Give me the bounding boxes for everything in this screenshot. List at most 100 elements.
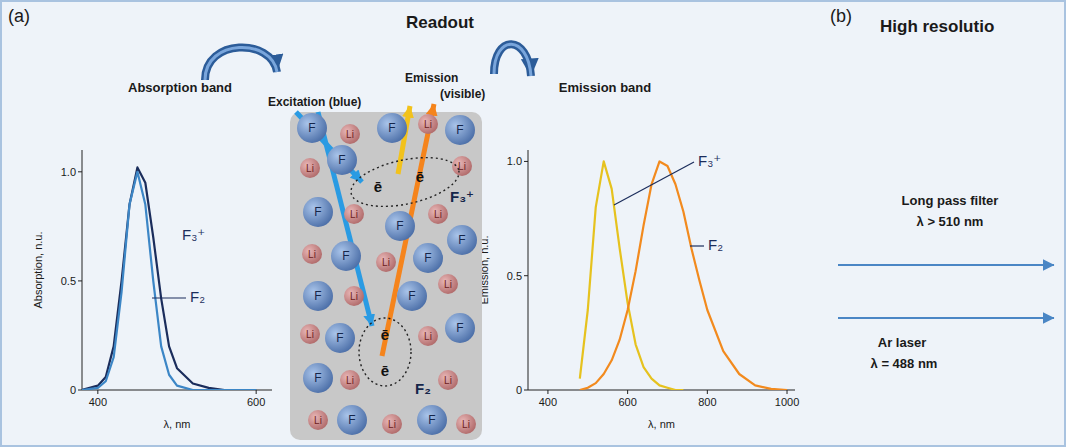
- y-tick-label: 0.5: [61, 275, 76, 287]
- x-tick: [707, 390, 708, 394]
- atom: [325, 323, 355, 353]
- atom-label: Li: [458, 161, 466, 172]
- emission-label: (visible): [440, 87, 485, 101]
- atom: [300, 324, 320, 344]
- atom: [413, 243, 443, 273]
- atom: [438, 370, 458, 390]
- atom: [418, 326, 438, 346]
- x-tick-label: 400: [539, 396, 557, 408]
- atom-label: F: [408, 289, 415, 303]
- atom-label: F: [388, 121, 395, 135]
- atom-label: F: [456, 321, 463, 335]
- atom: [327, 145, 357, 175]
- electron: ē: [381, 326, 389, 343]
- atom-label: Li: [444, 375, 452, 386]
- x-tick: [787, 390, 788, 394]
- x-tick: [97, 390, 98, 394]
- y-tick-label: 1.0: [507, 155, 522, 167]
- atom-label: Li: [424, 119, 432, 130]
- atom: [303, 363, 333, 393]
- x-tick-label: 800: [698, 396, 716, 408]
- series-line: [580, 161, 787, 390]
- atom: [303, 197, 333, 227]
- x-tick: [547, 390, 548, 394]
- x-axis-title: λ, nm: [164, 418, 191, 430]
- flow-arrow: [205, 47, 277, 80]
- atom-label: Li: [346, 375, 354, 386]
- y-tick: [78, 171, 82, 172]
- crystal: [290, 112, 482, 440]
- atom-label: Li: [350, 291, 358, 302]
- x-tick-label: 600: [247, 396, 265, 408]
- leader-line: [614, 162, 694, 205]
- atom: [340, 370, 360, 390]
- electron: ē: [416, 168, 424, 185]
- atom: [447, 225, 477, 255]
- excitation-label: Excitation (blue): [268, 95, 361, 109]
- atom: [377, 113, 407, 143]
- y-tick-label: 0.5: [507, 270, 522, 282]
- filter-label: λ > 510 nm: [917, 214, 984, 229]
- atom-label: F: [396, 219, 403, 233]
- atom-label: Li: [306, 329, 314, 340]
- background: [1, 1, 1065, 446]
- atom: [337, 405, 367, 435]
- atom-label: F: [342, 249, 349, 263]
- atom: [297, 113, 327, 143]
- y-tick: [524, 390, 528, 391]
- atom: [417, 405, 447, 435]
- series-line: [82, 172, 256, 390]
- y-tick: [524, 275, 528, 276]
- laser-label: Ar laser: [878, 335, 926, 350]
- series-label: F₂: [190, 288, 205, 305]
- atom-label: Li: [350, 209, 358, 220]
- atom-label: Li: [444, 279, 452, 290]
- chart: Absorption band40060000.51.0λ, nmAbsorpt…: [32, 80, 272, 430]
- electron: ē: [374, 178, 382, 195]
- f2-center: [359, 318, 411, 386]
- panel-title: High resolutio: [880, 17, 994, 36]
- y-tick: [78, 280, 82, 281]
- series-label: F₂: [708, 236, 723, 253]
- series-label: F₃⁺: [698, 152, 721, 169]
- atom: [308, 410, 328, 430]
- atom-label: Li: [306, 163, 314, 174]
- plot-area: [82, 167, 256, 390]
- lattice-diagram: FLiFLiFLiFLiFLiFLiFLiFLiFFLiFLiLiFLiFFLi…: [290, 104, 482, 440]
- center-label: F₃⁺: [450, 188, 474, 205]
- atom-label: F: [336, 331, 343, 345]
- x-tick-label: 400: [89, 396, 107, 408]
- chart: Emission band400600800100000.51.0λ, nmEm…: [478, 80, 799, 430]
- y-tick: [524, 161, 528, 162]
- atom: [376, 252, 396, 272]
- y-tick: [78, 390, 82, 391]
- atom-label: Li: [346, 129, 354, 140]
- atom: [300, 158, 320, 178]
- atom: [302, 244, 322, 264]
- center-label: F₂: [415, 380, 431, 397]
- panel-label: (a): [8, 6, 30, 26]
- atom-label: F: [456, 123, 463, 137]
- leader-line: [152, 297, 186, 298]
- atom-label: F: [308, 121, 315, 135]
- series-line: [82, 167, 256, 390]
- atom: [397, 281, 427, 311]
- atom: [456, 414, 476, 434]
- plot-area: [580, 161, 787, 390]
- atom: [340, 124, 360, 144]
- atom-label: F: [314, 289, 321, 303]
- beam: [838, 264, 1054, 266]
- atom-label: F: [338, 153, 345, 167]
- y-axis: [528, 150, 529, 390]
- x-axis: [528, 390, 795, 391]
- y-tick-label: 1.0: [61, 166, 76, 178]
- atom: [331, 241, 361, 271]
- atom-label: F: [314, 205, 321, 219]
- atom: [445, 313, 475, 343]
- atom-label: Li: [434, 209, 442, 220]
- figure: (a)Readout(b)High resolutioAbsorption ba…: [0, 0, 1066, 447]
- atom-label: F: [428, 413, 435, 427]
- atom-label: Li: [388, 419, 396, 430]
- atom: [428, 204, 448, 224]
- atom: [303, 281, 333, 311]
